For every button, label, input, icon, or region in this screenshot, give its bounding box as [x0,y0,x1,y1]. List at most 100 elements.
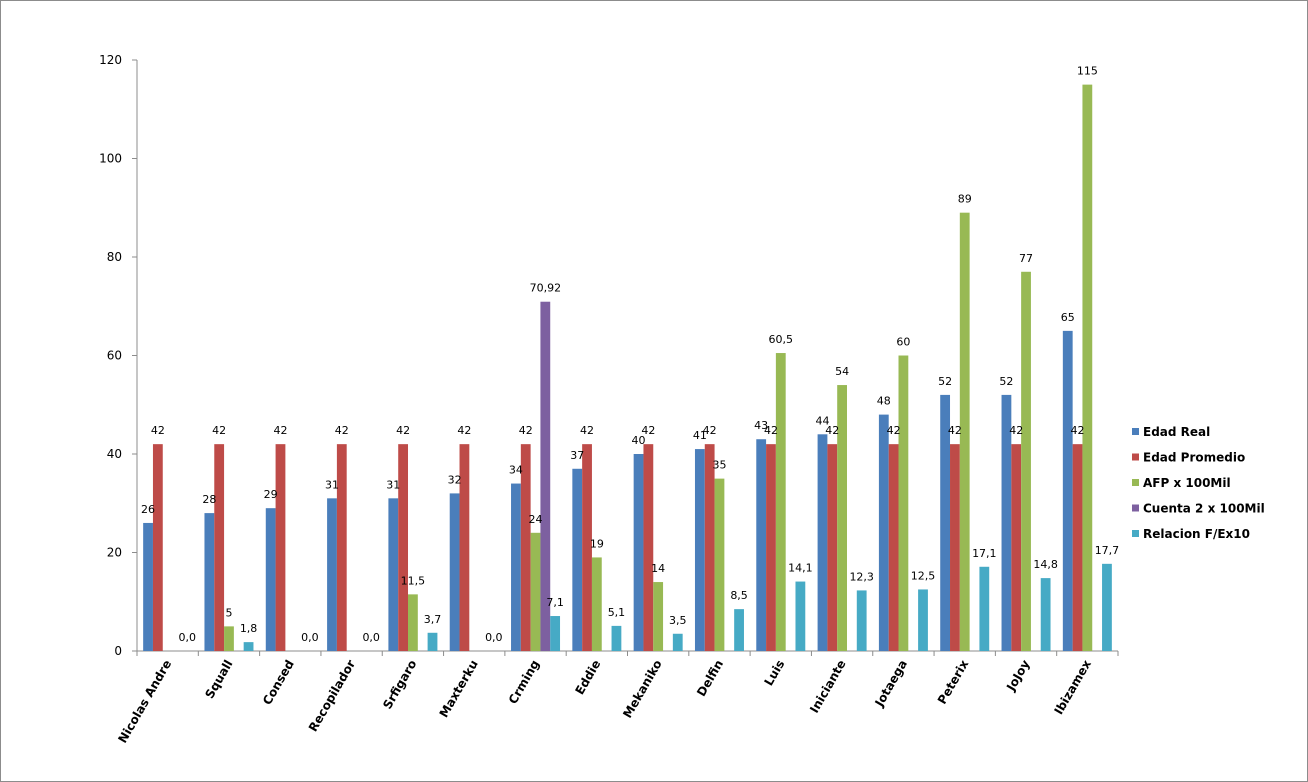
data-label: 17,1 [972,547,997,560]
bar [775,353,786,651]
y-tick-label: 60 [107,349,122,363]
category-label: Squall [202,658,235,701]
data-label: 17,7 [1095,544,1120,557]
data-label: 34 [509,464,523,477]
data-label: 5 [225,606,232,619]
data-label: 42 [703,424,717,437]
data-label: 5,1 [608,606,626,619]
data-label: 41 [693,429,707,442]
data-label: 42 [580,424,594,437]
bar [940,394,951,651]
category-label: Maxterku [437,658,481,721]
bar [817,434,828,651]
y-tick-label: 20 [107,546,122,560]
data-label: 42 [764,424,778,437]
bar [152,444,163,651]
data-label: 14,1 [788,562,813,575]
data-label: 35 [712,459,726,472]
bar [653,582,664,651]
data-label: 12,3 [849,570,874,583]
legend-entry: Relacion F/Ex10 [1143,527,1250,541]
bar [327,498,337,651]
legend-swatch [1132,479,1139,486]
legend-entry: Cuenta 2 x 100Mil [1143,502,1265,516]
bar [704,444,715,651]
bar [265,508,276,651]
data-label: 14,8 [1033,558,1058,571]
data-label: 40 [632,434,646,447]
bar [672,633,683,651]
bar [918,589,928,651]
data-label: 42 [825,424,839,437]
bar [734,609,744,651]
y-tick-label: 100 [99,152,122,166]
legend-swatch [1132,530,1139,537]
bar [388,498,399,651]
bar [449,493,460,651]
bar [427,632,438,651]
category-label: Srfigaro [380,658,419,712]
data-label: 42 [948,424,962,437]
data-label: 14 [651,562,665,575]
data-label: 52 [938,375,952,388]
data-labels: 26 28 29 31 31 32 34 37 40 41 43 44 48 52 52 65 42 42 42 42… [141,65,1119,644]
data-label: 8,5 [730,589,748,602]
bar [336,444,347,651]
bar [643,444,654,651]
y-tick-label: 80 [107,250,122,264]
data-label: 26 [141,503,155,516]
y-tick-label: 40 [107,447,122,461]
legend-swatch [1132,453,1139,461]
bar [959,212,970,652]
category-label: JoJoy [1003,657,1032,694]
category-label: Eddie [572,658,603,698]
data-label: 31 [325,478,339,491]
data-label: 0,0 [179,631,197,644]
data-label: 19 [590,537,604,550]
data-label: 42 [396,424,410,437]
data-label: 3,7 [424,613,442,626]
bar [1072,444,1083,651]
data-label: 44 [815,414,829,427]
data-label: 11,5 [401,574,426,587]
data-label: 28 [202,493,216,506]
category-label: Crming [506,658,542,707]
data-label: 29 [264,488,278,501]
data-label: 31 [386,478,400,491]
bar [143,522,153,651]
legend-entry: AFP x 100Mil [1143,476,1231,490]
bar [214,444,225,651]
data-label: 60 [896,336,910,349]
data-label: 42 [887,424,901,437]
y-tick-label: 0 [114,644,122,658]
data-label: 42 [273,424,287,437]
category-label: Jotaega [872,658,910,710]
bar [243,642,254,651]
data-label: 0,0 [301,631,319,644]
category-label: Mekaniko [620,658,664,721]
bar [204,513,215,651]
bar [714,478,725,651]
bar [837,385,847,651]
data-label: 42 [335,424,349,437]
data-label: 115 [1077,65,1098,78]
bar [511,483,521,651]
bar [694,449,705,651]
bar [1082,84,1093,651]
bar [398,444,409,651]
data-label: 32 [448,473,462,486]
data-label: 60,5 [769,333,794,346]
data-label: 77 [1019,252,1033,265]
bar [795,581,806,651]
bar [827,444,838,651]
bar [888,444,899,651]
bar [459,444,470,651]
data-label: 42 [457,424,471,437]
legend-swatch [1132,428,1139,435]
category-label: Nicolas Andre [115,658,174,746]
data-label: 12,5 [911,569,936,582]
bar [611,625,622,651]
category-label: Peterix [935,657,972,706]
